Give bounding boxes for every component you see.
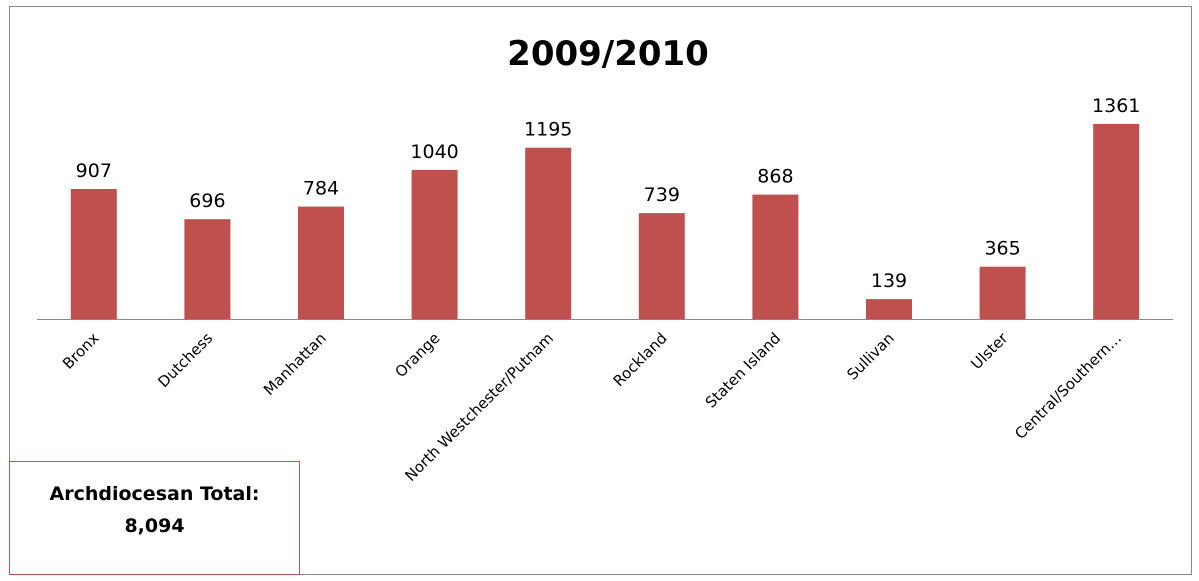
total-value: 8,094 xyxy=(124,515,185,537)
bar-3 xyxy=(411,169,458,319)
chart-title: 2009/2010 xyxy=(507,34,709,74)
data-label-5: 739 xyxy=(644,184,680,206)
category-label-3: Orange xyxy=(392,329,444,381)
bar-0 xyxy=(70,189,117,319)
category-label-1: Dutchess xyxy=(154,329,216,391)
category-label-5: Rockland xyxy=(610,329,671,390)
category-label-9: Central/Southern… xyxy=(1011,329,1125,443)
category-label-2: Manhattan xyxy=(260,329,330,399)
data-label-9: 1361 xyxy=(1092,95,1140,117)
bar-2 xyxy=(298,206,344,319)
category-label-8: Ulster xyxy=(967,329,1012,374)
data-label-2: 784 xyxy=(303,178,339,200)
archdiocesan-total-box: Archdiocesan Total: 8,094 xyxy=(9,461,300,575)
data-label-3: 1040 xyxy=(410,141,458,163)
category-label-6: Staten Island xyxy=(702,329,784,411)
data-label-0: 907 xyxy=(76,160,112,182)
total-label: Archdiocesan Total: xyxy=(49,483,260,505)
data-label-8: 365 xyxy=(984,238,1020,260)
category-label-7: Sullivan xyxy=(843,329,898,384)
category-label-0: Bronx xyxy=(59,329,103,373)
bar-1 xyxy=(184,219,231,319)
bar-8 xyxy=(979,266,1026,319)
bar-9 xyxy=(1093,123,1140,320)
bar-7 xyxy=(866,299,912,319)
data-label-6: 868 xyxy=(757,166,793,188)
bar-4 xyxy=(525,147,572,319)
bar-6 xyxy=(752,194,799,319)
data-label-4: 1195 xyxy=(524,119,572,141)
data-label-1: 696 xyxy=(189,190,225,212)
bar-5 xyxy=(638,213,685,319)
data-label-7: 139 xyxy=(871,270,907,292)
